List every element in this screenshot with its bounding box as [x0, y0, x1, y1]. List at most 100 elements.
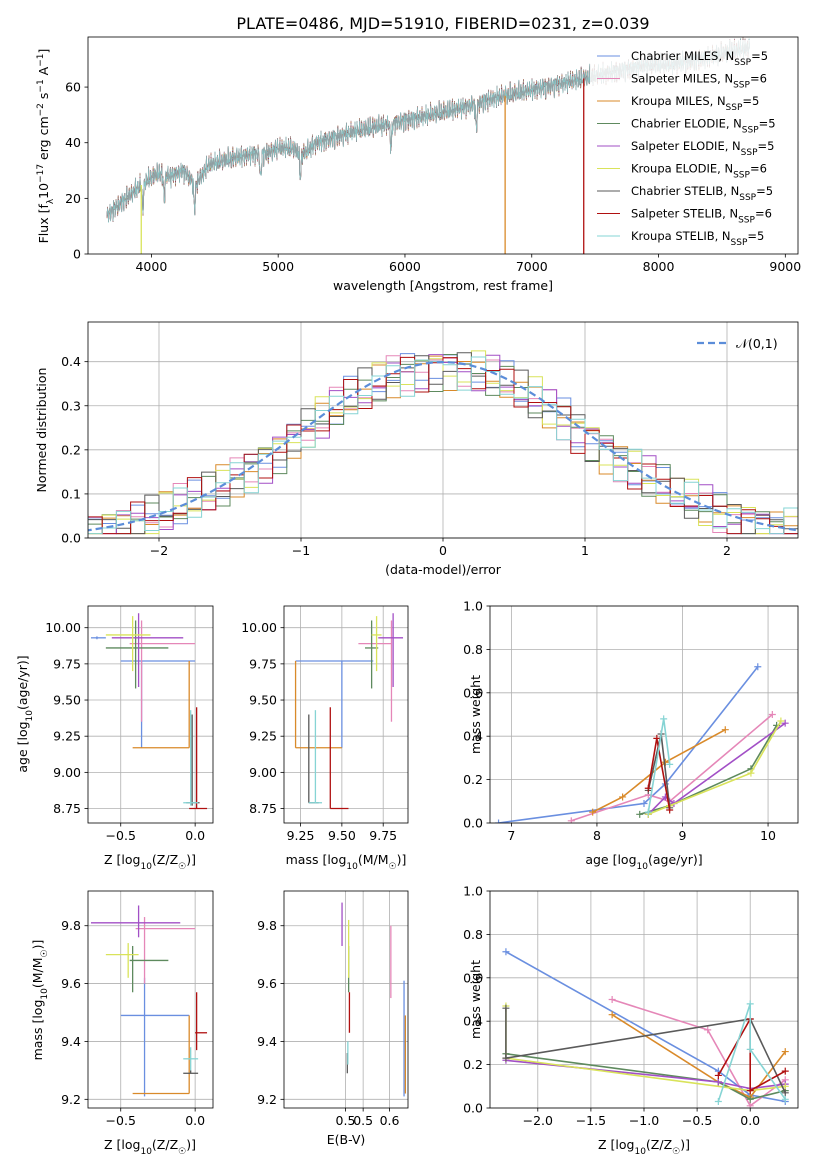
age_vs_Z-ytick-label-3: 9.50	[53, 693, 81, 708]
weight_vs_age-marker-1-3	[768, 711, 776, 718]
label-part: =5	[747, 229, 764, 243]
weight_vs_Z-series-5	[505, 1006, 786, 1092]
weight_vs_age-marker-2-3	[721, 726, 729, 734]
weight_vs_age-marker-5-3	[777, 717, 785, 725]
label-part: Salpeter STELIB, N	[631, 207, 738, 221]
residuals-xtick-label-2: 0	[439, 543, 447, 558]
weight_vs_Z-marker-1-2	[746, 1102, 754, 1108]
weight_vs_Z-xtick-label-0: −2.0	[523, 1113, 553, 1128]
label-part: age [log	[585, 852, 636, 867]
label-part: Chabrier ELODIE, N	[631, 117, 742, 131]
age_vs_mass-xtick-label-0: 9.25	[287, 828, 315, 843]
spectrum-frame	[87, 36, 799, 255]
weight_vs_age-marker-7-1	[653, 734, 661, 742]
label-part: =5	[742, 94, 759, 108]
weight_vs_age-xtick-label-1: 8	[593, 828, 601, 843]
weight_vs_Z-xtick-label-2: −1.0	[629, 1113, 659, 1128]
residuals-ytick-label-3: 0.3	[61, 398, 81, 413]
age_vs_Z-frame	[87, 605, 214, 824]
weight_vs_Z-ylabel: mass weight	[468, 960, 483, 1039]
label-part: )]	[397, 852, 407, 867]
weight_vs_age-ytick-label-5: 1.0	[463, 599, 483, 614]
weight_vs_Z-marker-1-0	[608, 996, 616, 1003]
weight_vs_Z-axes: −2.0 −1.5 −1.0 −0.5 0.0 0.0 0.2 0.4 0.6 0.8 1.0 mas…	[463, 884, 799, 1157]
label-part: ☉	[672, 1147, 680, 1157]
label-part: =6	[750, 162, 767, 176]
spectrum-ytick-label-0: 0	[73, 247, 81, 262]
mass_vs_Z-ytick-label-2: 9.6	[61, 976, 81, 991]
spectrum-ytick-label-1: 20	[65, 191, 81, 206]
plots-layer: 4000 5000 6000 7000 8000 90000204060wavelengt…	[15, 36, 801, 1157]
label-part: =6	[750, 72, 767, 86]
spectrum-ytick-label-3: 60	[65, 80, 81, 95]
mass_vs_Z-xlabel: Z [log10(Z/Z☉)]	[104, 1137, 196, 1157]
spectrum-xtick-label-2: 6000	[389, 259, 421, 274]
weight_vs_age-series-3	[639, 724, 778, 816]
label-part: 10	[346, 862, 358, 872]
age_vs_mass-ytick-label-5: 10.00	[241, 620, 277, 635]
weight_vs_Z-marker-6-1	[502, 1054, 510, 1062]
mass_vs_EBV-xtick-label-0: 0.5	[336, 1113, 356, 1128]
legend-label-0: Chabrier MILES, NSSP=5	[631, 49, 768, 68]
weight_vs_Z-ytick-label-1: 0.2	[463, 1057, 483, 1072]
label-part: 10	[634, 1147, 646, 1157]
mass_vs_Z-frame	[87, 890, 214, 1109]
spectrum-xtick-label-0: 4000	[135, 259, 167, 274]
label-part: =6	[755, 207, 772, 221]
spectrum-axes: 4000 5000 6000 7000 8000 9000 0 20 40 60 wavelengt…	[36, 36, 801, 293]
mass_vs_EBV-frame	[283, 890, 409, 1109]
age_vs_Z-ytick-label-2: 9.25	[53, 729, 81, 744]
weight_vs_Z-xtick-label-4: 0.0	[740, 1113, 760, 1128]
residuals-xtick-label-1: −1	[292, 543, 310, 558]
weight_vs_age-marker-0-0	[495, 819, 503, 823]
weight_vs_age-series-4	[647, 722, 786, 815]
weight_vs_age-xlabel: age [log10(age/yr)]	[585, 852, 702, 872]
label-part: Kroupa MILES, N	[631, 94, 726, 108]
label-part: λ	[46, 198, 56, 204]
weight_vs_age-ytick-label-0: 0.0	[463, 816, 483, 831]
label-part: Salpeter ELODIE, N	[631, 139, 741, 153]
mass_vs_Z-xtick-label-0: −0.5	[106, 1113, 136, 1128]
mass_vs_EBV-ytick-label-0: 9.2	[257, 1092, 277, 1107]
weight_vs_Z-xlabel: Z [log10(Z/Z☉)]	[598, 1137, 690, 1157]
weight_vs_age-series-0	[498, 666, 759, 823]
spectrum-xtick-label-3: 7000	[516, 259, 548, 274]
normal-reference-curve	[88, 360, 798, 532]
label-part: )]	[186, 852, 196, 867]
age_vs_Z-xtick-label-1: 0.0	[185, 828, 205, 843]
weight_vs_age-ytick-label-4: 0.8	[463, 642, 483, 657]
label-part: SSP	[742, 126, 759, 136]
residuals-axes: −2 −1 0 1 2 0.0 0.1 0.2 0.3 0.4 (data-model)/error…	[34, 321, 799, 577]
weight_vs_age-marker-0-3	[754, 663, 762, 671]
label-part: =5	[756, 184, 773, 198]
age_vs_mass-plot	[294, 613, 404, 810]
histogram-series-6	[88, 352, 798, 535]
weight_vs_Z-ytick-label-0: 0.0	[463, 1101, 483, 1116]
label-part: Z [log	[104, 852, 140, 867]
weight_vs_age-ytick-label-3: 0.6	[463, 685, 483, 700]
legend-box	[590, 40, 796, 248]
residuals-ylabel: Normed distribution	[34, 368, 49, 493]
label-part: (Z/Z	[646, 1137, 672, 1152]
weight_vs_Z-marker-3-2	[746, 1095, 754, 1103]
age_vs_Z-xtick-label-0: −0.5	[106, 828, 136, 843]
mass_vs_Z-xtick-label-1: 0.0	[185, 1113, 205, 1128]
mass_vs_Z-ytick-label-1: 9.4	[61, 1034, 81, 1049]
weight_vs_Z-marker-6-0	[502, 1004, 510, 1012]
age_vs_mass-xlabel: mass [log10(M/M☉)]	[286, 852, 407, 872]
label-part: Kroupa STELIB, N	[631, 229, 731, 243]
legend-label-6: Chabrier STELIB, NSSP=5	[631, 184, 773, 203]
mass_vs_EBV-ytick-label-3: 9.8	[257, 918, 277, 933]
spectrum-xtick-label-5: 9000	[769, 259, 801, 274]
weight_vs_age-xtick-label-0: 7	[507, 828, 515, 843]
label-part: SSP	[733, 81, 750, 91]
label-part: mass [log	[286, 852, 347, 867]
weight_vs_age-marker-7-2	[666, 806, 674, 814]
weight_vs_age-marker-5-2	[747, 769, 755, 777]
residuals-ytick-label-2: 0.2	[61, 442, 81, 457]
weight_vs_Z-marker-7-3	[781, 1067, 789, 1075]
label-part: SSP	[741, 148, 758, 158]
